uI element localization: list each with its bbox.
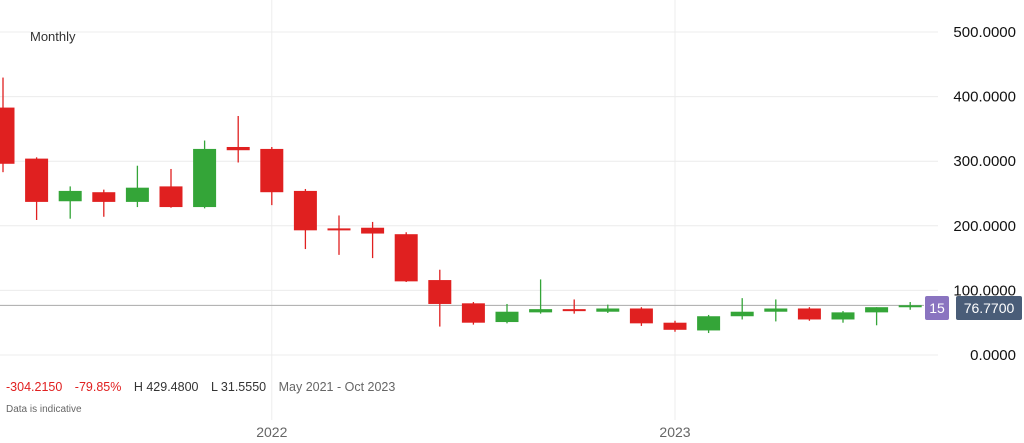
stats-row: -304.2150 -79.85% H 429.4800 L 31.5550 M… [6, 380, 404, 394]
candle-body [596, 308, 620, 312]
y-tick-label: 400.0000 [953, 89, 1016, 106]
candle [428, 269, 452, 327]
candle [764, 299, 788, 322]
candle [92, 189, 116, 217]
candle [260, 146, 284, 206]
candle [596, 304, 620, 314]
candle [697, 314, 721, 334]
candle-body [865, 307, 889, 313]
candle-body [125, 187, 149, 202]
candle [663, 320, 687, 332]
candle [461, 302, 485, 325]
candle-body [0, 107, 15, 164]
price-change: -304.2150 [6, 380, 63, 394]
indicative-note: Data is indicative [6, 404, 82, 415]
candle-body [92, 192, 116, 202]
candle-body [193, 148, 217, 208]
candle-body [562, 309, 586, 312]
candle [226, 115, 250, 163]
candle [831, 311, 855, 323]
candle-body [394, 234, 418, 282]
chart-grid [0, 0, 938, 420]
current-price-badge: 76.7700 [956, 296, 1022, 320]
candle-body [898, 305, 922, 308]
candle-body [58, 190, 82, 202]
candle-body [663, 322, 687, 330]
candle-body [361, 227, 385, 234]
candle-body [25, 158, 49, 202]
period-label[interactable]: Monthly [30, 29, 76, 44]
y-tick-label: 500.0000 [953, 24, 1016, 41]
high-value: H 429.4800 [133, 380, 199, 394]
y-tick-label: 300.0000 [953, 153, 1016, 170]
candle [797, 307, 821, 321]
y-tick-label: 100.0000 [953, 282, 1016, 299]
candle [125, 165, 149, 208]
candle-body [327, 228, 351, 231]
candle [25, 157, 49, 220]
candles [0, 77, 922, 334]
price-change-percent: -79.85% [74, 380, 122, 394]
candle [865, 307, 889, 326]
candle-body [629, 308, 653, 324]
candle [293, 188, 317, 250]
candle [327, 215, 351, 255]
candle-body [226, 146, 250, 151]
candle-body [461, 303, 485, 323]
candle-body [428, 280, 452, 304]
x-tick-label: 2023 [659, 424, 690, 440]
x-tick-label: 2022 [256, 424, 287, 440]
candle [529, 279, 553, 314]
candle [361, 221, 385, 259]
y-axis: 0.0000 100.0000 200.0000 300.0000 400.0000 50… [953, 24, 1016, 364]
candle-body [764, 308, 788, 312]
candle-body [831, 312, 855, 320]
candle [562, 299, 586, 314]
candle [58, 186, 82, 219]
candle-body [293, 190, 317, 231]
y-tick-label: 200.0000 [953, 218, 1016, 235]
candle-body [797, 308, 821, 320]
candle-body [260, 148, 284, 193]
candle-body [495, 311, 519, 323]
candle-body [159, 186, 183, 208]
candle [394, 232, 418, 283]
candle [495, 303, 519, 324]
candle [629, 307, 653, 326]
date-range: May 2021 - Oct 2023 [278, 380, 396, 394]
candle [0, 77, 15, 173]
candle-body [529, 309, 553, 313]
candle-body [730, 311, 754, 317]
x-axis: 2022 2023 [256, 424, 691, 440]
count-badge: 15 [925, 296, 949, 320]
y-tick-label: 0.0000 [970, 347, 1016, 364]
candle [193, 140, 217, 209]
candle-body [697, 316, 721, 331]
candle [159, 168, 183, 208]
candle [730, 298, 754, 320]
low-value: L 31.5550 [210, 380, 267, 394]
candle [898, 302, 922, 310]
